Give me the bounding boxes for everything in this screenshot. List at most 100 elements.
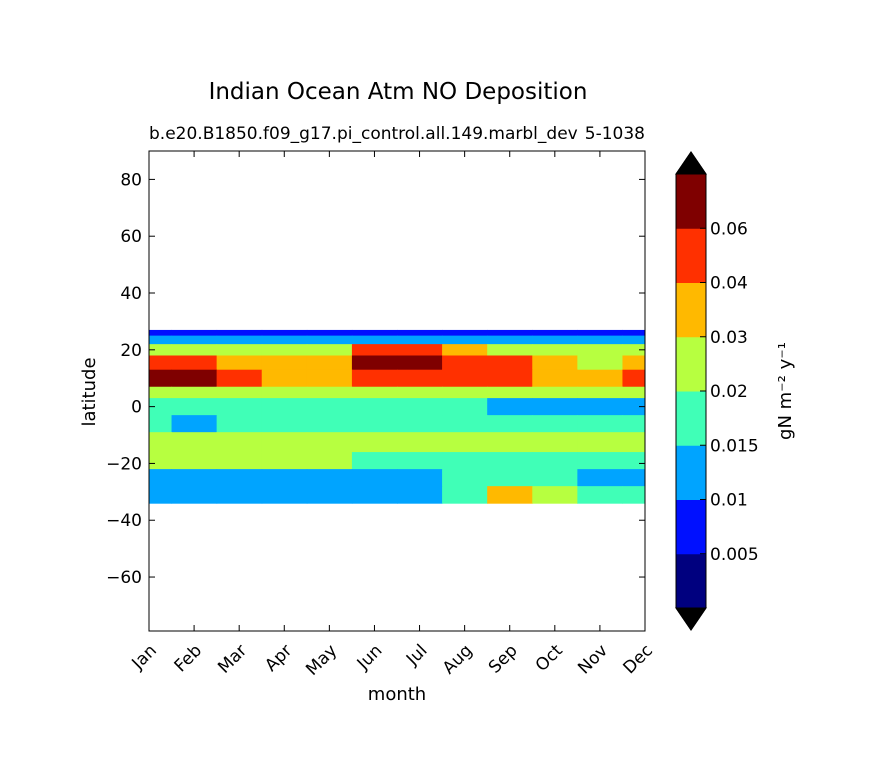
colorbar-tick-label: 0.06 <box>710 219 748 239</box>
contour-cell <box>577 469 623 487</box>
contour-cell <box>442 369 488 388</box>
contour-cell <box>487 398 533 416</box>
contour-cell <box>577 398 623 416</box>
contour-cell <box>487 344 533 356</box>
contour-cell <box>149 386 173 399</box>
contour-cell <box>577 335 623 345</box>
contour-cell <box>149 398 173 416</box>
contour-cell <box>351 398 398 416</box>
contour-cell <box>261 452 308 470</box>
contour-cell <box>216 369 263 388</box>
contour-cell <box>442 469 488 487</box>
x-tick-label: Apr <box>261 641 296 676</box>
contour-cell <box>577 486 623 504</box>
x-tick-label: Dec <box>620 641 657 678</box>
contour-cell <box>622 335 645 345</box>
contour-cell <box>306 415 353 433</box>
contour-field <box>149 329 645 504</box>
contour-cell <box>442 432 488 453</box>
contour-cell <box>397 329 443 337</box>
x-tick-label: Mar <box>214 641 251 678</box>
x-tick-label: Jan <box>128 641 161 674</box>
colorbar-label: gN m⁻² y⁻¹ <box>775 342 796 440</box>
contour-cell <box>577 329 623 337</box>
contour-cell <box>171 386 218 399</box>
contour-cell <box>397 469 443 487</box>
contour-cell <box>487 335 533 345</box>
contour-cell <box>171 486 218 504</box>
contour-cell <box>351 386 398 399</box>
contour-cell <box>487 452 533 470</box>
colorbar-segment <box>676 445 706 500</box>
contour-cell <box>149 335 173 345</box>
contour-cell <box>149 329 173 337</box>
contour-cell <box>577 369 623 388</box>
contour-cell <box>442 344 488 356</box>
contour-cell <box>171 335 218 345</box>
colorbar-tick-label: 0.02 <box>710 382 748 402</box>
contour-cell <box>149 369 173 388</box>
colorbar-tick-label: 0.015 <box>710 436 759 456</box>
x-tick-label: Aug <box>439 641 477 679</box>
contour-cell <box>261 486 308 504</box>
colorbar-tick-label: 0.04 <box>710 274 748 294</box>
contour-cell <box>171 355 218 371</box>
contour-cell <box>397 369 443 388</box>
contour-cell <box>487 386 533 399</box>
contour-cell <box>397 398 443 416</box>
contour-cell <box>487 469 533 487</box>
contour-cell <box>397 452 443 470</box>
contour-cell <box>149 486 173 504</box>
contour-cell <box>532 355 578 371</box>
contour-cell <box>261 469 308 487</box>
contour-cell <box>532 369 578 388</box>
contour-cell <box>306 329 353 337</box>
y-tick-label: 80 <box>120 170 142 190</box>
contour-cell <box>216 335 263 345</box>
contour-cell <box>306 469 353 487</box>
contour-cell <box>351 335 398 345</box>
contour-cell <box>351 369 398 388</box>
contour-cell <box>306 452 353 470</box>
contour-cell <box>532 469 578 487</box>
contour-cell <box>216 432 263 453</box>
contour-cell <box>487 355 533 371</box>
colorbar-segment <box>676 282 706 338</box>
colorbar-tick-label: 0.03 <box>710 328 748 348</box>
contour-cell <box>532 335 578 345</box>
contour-cell <box>351 486 398 504</box>
contour-cell <box>442 486 488 504</box>
contour-cell <box>397 335 443 345</box>
contour-cell <box>261 369 308 388</box>
x-tick-label: Feb <box>171 641 206 676</box>
chart-subtitle-right: 5-1038 <box>585 124 645 144</box>
contour-cell <box>216 355 263 371</box>
contour-cell <box>532 398 578 416</box>
contour-cell <box>216 469 263 487</box>
contour-cell <box>622 398 645 416</box>
contour-cell <box>351 344 398 356</box>
contour-cell <box>216 398 263 416</box>
x-tick-label: May <box>302 641 341 680</box>
contour-cell <box>622 369 645 388</box>
contour-cell <box>171 469 218 487</box>
contour-cell <box>397 415 443 433</box>
contour-cell <box>577 386 623 399</box>
contour-cell <box>261 415 308 433</box>
contour-cell <box>306 398 353 416</box>
contour-cell <box>532 415 578 433</box>
contour-cell <box>397 386 443 399</box>
contour-cell <box>487 369 533 388</box>
contour-cell <box>149 344 173 356</box>
colorbar-segment <box>676 391 706 446</box>
contour-cell <box>442 329 488 337</box>
x-tick-label: Jul <box>402 641 431 670</box>
contour-cell <box>171 452 218 470</box>
colorbar-segment <box>676 553 706 609</box>
contour-cell <box>622 486 645 504</box>
contour-cell <box>351 432 398 453</box>
contour-cell <box>216 486 263 504</box>
y-tick-label: −40 <box>106 511 142 531</box>
contour-cell <box>149 415 173 433</box>
